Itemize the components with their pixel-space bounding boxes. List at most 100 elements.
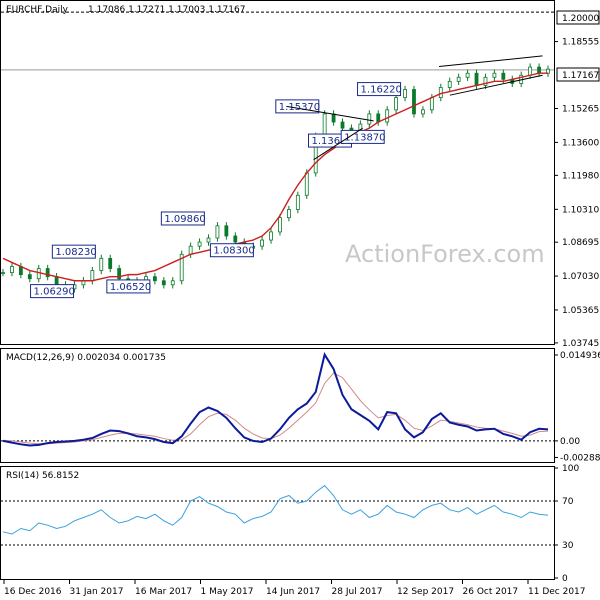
price-axis-ticks: 1.18555 1.15265 1.13600 1.11980 1.10310 1.086… <box>554 38 599 349</box>
price-annotation-box <box>51 244 96 259</box>
upper-level-label: 1.20000 <box>562 14 599 24</box>
rsi-label: RSI(14) 56.8152 <box>6 471 79 481</box>
trendline <box>313 127 363 161</box>
candle-body <box>27 274 32 280</box>
rsi-tick-label: 30 <box>562 541 574 551</box>
rsi-line <box>2 484 549 535</box>
macd-tick-label: 0.014936 <box>560 351 600 361</box>
price-tick-label: 1.11980 <box>562 171 599 181</box>
candle-body <box>438 87 443 99</box>
price-annotation-label: 1.06520 <box>110 282 151 293</box>
macd-label: MACD(12,26,9) 0.002034 0.001735 <box>6 353 166 363</box>
price-tick-label: 1.13600 <box>562 138 599 148</box>
price-tick-label: 1.05365 <box>562 306 599 316</box>
candle-body <box>322 113 327 137</box>
price-tick-label: 1.07030 <box>562 272 599 282</box>
candle-body <box>287 209 291 219</box>
candle-body <box>117 268 122 280</box>
rsi-tick-label: 100 <box>562 464 579 474</box>
price-tick-label: 1.18555 <box>562 38 599 48</box>
price-annotation: 1.08230 <box>51 244 97 259</box>
time-tick-label: 16 Mar 2017 <box>135 587 192 597</box>
price-annotation: 1.16220 <box>357 82 402 97</box>
price-annotation-label: 1.08300 <box>213 246 254 257</box>
candle-body <box>90 270 95 282</box>
macd-tick-label: 0.00 <box>560 437 580 447</box>
candle-body <box>224 225 229 237</box>
candle-body <box>412 89 416 115</box>
macd-signal-line <box>2 372 549 445</box>
macd-axis-ticks: 0.014936 0.00 -0.002882 <box>554 351 600 463</box>
trendline <box>438 55 543 67</box>
price-annotation: 1.06290 <box>30 284 75 299</box>
price-annotation: 1.09860 <box>160 211 206 226</box>
price-tick-label: 1.15265 <box>562 105 599 115</box>
price-annotation-box <box>30 284 75 299</box>
macd-series <box>2 352 549 447</box>
price-annotation-label: 1.16220 <box>361 85 402 96</box>
candle-body <box>474 72 479 86</box>
price-annotation-label: 1.13690 <box>312 136 353 147</box>
moving-average-line <box>2 72 548 282</box>
price-panel-frame <box>0 0 555 345</box>
candle-body <box>367 113 372 125</box>
price-annotation-box <box>209 243 254 258</box>
price-tick-label: 1.10310 <box>562 205 599 215</box>
price-annotation-label: 1.09860 <box>164 214 205 225</box>
price-tick-label: 1.03745 <box>562 339 599 349</box>
price-annotation: 1.06520 <box>106 279 151 294</box>
price-series <box>1 63 550 293</box>
price-annotation: 1.13870 <box>340 129 386 144</box>
candle-body <box>233 235 238 243</box>
price-annotation-box <box>340 129 385 144</box>
candle-body <box>170 280 175 286</box>
time-tick-label: 26 Oct 2017 <box>463 587 519 597</box>
current-price-label: 1.17167 <box>562 71 599 81</box>
candle-body <box>179 253 184 282</box>
candle-body <box>295 194 300 210</box>
candle-body <box>447 80 452 88</box>
price-annotation-box <box>160 211 205 226</box>
time-tick-label: 31 Jan 2017 <box>70 587 124 597</box>
trendline <box>286 105 374 122</box>
price-annotation-box <box>106 279 151 294</box>
trendlines <box>286 55 543 161</box>
current-price-box <box>556 67 600 82</box>
candle-body <box>331 113 336 123</box>
candle-body <box>99 257 104 271</box>
candle-body <box>54 276 59 286</box>
trendline <box>449 74 543 96</box>
candle-body <box>161 280 166 286</box>
price-annotation-label: 1.06290 <box>34 287 75 298</box>
candle-body <box>1 272 5 275</box>
watermark: ActionForex.com <box>345 240 545 268</box>
time-tick-label: 1 May 2017 <box>201 587 254 597</box>
candle-body <box>421 109 425 115</box>
candle-body <box>456 76 461 82</box>
time-axis-ticks: 16 Dec 2016 31 Jan 2017 16 Mar 2017 1 May 2… <box>3 580 586 597</box>
time-tick-label: 28 Jul 2017 <box>332 587 383 597</box>
candle-body <box>260 239 264 247</box>
price-tick-label: 1.08695 <box>562 238 599 248</box>
candle-body <box>108 257 113 269</box>
candle-body <box>501 72 506 80</box>
candle-body <box>36 268 41 280</box>
symbol-header: EURCHF,Daily <box>6 5 69 15</box>
candle-body <box>278 217 282 233</box>
candle-body <box>403 89 407 99</box>
candle-body <box>269 231 273 241</box>
rsi-panel-frame <box>0 466 555 580</box>
candle-body <box>45 268 50 278</box>
candle-body <box>197 241 202 247</box>
time-tick-label: 16 Dec 2016 <box>4 587 62 597</box>
ohlc-readout: 1.17086 1.17271 1.17003 1.17167 <box>88 5 245 15</box>
candle-body <box>429 97 434 111</box>
candle-body <box>215 225 220 239</box>
time-tick-label: 14 Jun 2017 <box>266 587 320 597</box>
price-annotation-label: 1.15370 <box>279 102 320 113</box>
price-annotations: 1.06290 1.08230 1.06520 1.09860 1.08300 1.153… <box>30 82 402 299</box>
candle-body <box>10 266 14 274</box>
price-annotation-label: 1.08230 <box>55 247 96 258</box>
macd-tick-label: -0.002882 <box>560 453 600 463</box>
